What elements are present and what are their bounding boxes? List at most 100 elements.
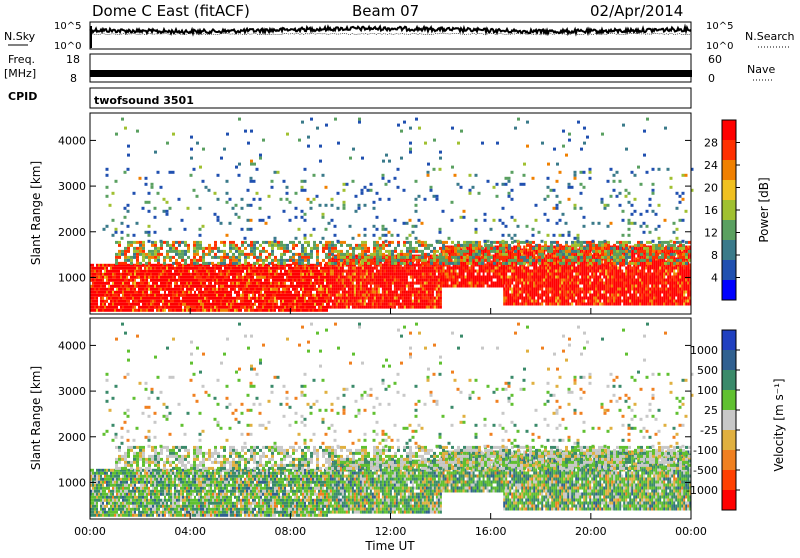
heatmap-cell	[146, 273, 148, 276]
heatmap-cell	[348, 306, 350, 309]
heatmap-cell	[208, 279, 210, 282]
heatmap-cell	[346, 294, 348, 297]
heatmap-cell	[170, 309, 172, 312]
heatmap-cell	[164, 273, 166, 276]
heatmap-cell	[316, 303, 318, 306]
heatmap-cell	[102, 309, 104, 312]
heatmap-cell	[475, 276, 477, 279]
heatmap-cell	[240, 276, 242, 279]
heatmap-cell	[320, 297, 322, 300]
heatmap-cell	[142, 282, 144, 285]
heatmap-cell	[178, 273, 180, 276]
heatmap-cell	[240, 282, 242, 285]
heatmap-cell	[164, 288, 166, 291]
heatmap-cell	[282, 267, 284, 270]
heatmap-cell	[565, 264, 567, 267]
heatmap-cell	[118, 300, 120, 303]
heatmap-cell	[340, 279, 342, 282]
heatmap-cell	[258, 282, 260, 285]
heatmap-cell	[384, 273, 386, 276]
heatmap-cell	[218, 270, 220, 273]
freq-mark	[644, 70, 646, 77]
heatmap-cell	[134, 306, 136, 309]
heatmap-cell	[228, 279, 230, 282]
heatmap-cell	[112, 273, 114, 276]
heatmap-cell	[142, 294, 144, 297]
heatmap-cell	[400, 291, 402, 294]
heatmap-cell	[132, 291, 134, 294]
heatmap-cell	[386, 285, 388, 288]
heatmap-cell	[132, 303, 134, 306]
heatmap-cell	[280, 297, 282, 300]
heatmap-cell	[495, 282, 497, 285]
heatmap-cell	[262, 285, 264, 288]
heatmap-cell	[551, 282, 553, 285]
heatmap-cell	[438, 279, 440, 282]
heatmap-cell	[202, 297, 204, 300]
heatmap-cell	[521, 273, 523, 276]
heatmap-cell	[374, 303, 376, 306]
heatmap-cell	[517, 276, 519, 279]
heatmap-cell	[579, 303, 581, 306]
heatmap-cell	[204, 273, 206, 276]
heatmap-cell	[541, 300, 543, 303]
heatmap-cell	[296, 291, 298, 294]
heatmap-cell	[98, 294, 100, 297]
heatmap-cell	[168, 291, 170, 294]
heatmap-cell	[144, 273, 146, 276]
heatmap-cell	[525, 270, 527, 273]
heatmap-cell	[226, 288, 228, 291]
heatmap-cell	[182, 300, 184, 303]
heatmap-cell	[102, 297, 104, 300]
heatmap-cell	[148, 282, 150, 285]
heatmap-cell	[220, 282, 222, 285]
heatmap-cell	[651, 303, 653, 306]
heatmap-cell	[282, 282, 284, 285]
heatmap-cell	[114, 273, 116, 276]
freq-mark	[604, 70, 606, 77]
heatmap-cell	[158, 267, 160, 270]
heatmap-cell	[338, 294, 340, 297]
heatmap-cell	[653, 288, 655, 291]
heatmap-cell	[406, 282, 408, 285]
heatmap-cell	[541, 270, 543, 273]
heatmap-cell	[264, 300, 266, 303]
heatmap-cell	[587, 288, 589, 291]
freq-mark	[506, 70, 508, 77]
heatmap-cell	[310, 267, 312, 270]
heatmap-cell	[176, 282, 178, 285]
heatmap-cell	[358, 294, 360, 297]
heatmap-cell	[142, 309, 144, 312]
heatmap-cell	[112, 276, 114, 279]
heatmap-cell	[443, 279, 445, 282]
freq-mark	[274, 70, 276, 77]
heatmap-cell	[124, 300, 126, 303]
heatmap-cell	[160, 306, 162, 309]
freq-mark	[124, 70, 126, 77]
heatmap-cell	[122, 294, 124, 297]
heatmap-cell	[224, 300, 226, 303]
heatmap-cell	[559, 279, 561, 282]
heatmap-cell	[260, 273, 262, 276]
heatmap-cell	[114, 309, 116, 312]
heatmap-cell	[585, 285, 587, 288]
heatmap-cell	[346, 285, 348, 288]
heatmap-cell	[613, 297, 615, 300]
heatmap-cell	[426, 285, 428, 288]
heatmap-cell	[416, 303, 418, 306]
heatmap-cell	[459, 270, 461, 273]
heatmap-cell	[573, 276, 575, 279]
heatmap-cell	[519, 294, 521, 297]
heatmap-cell	[511, 276, 513, 279]
heatmap-cell	[314, 279, 316, 282]
heatmap-cell	[623, 297, 625, 300]
heatmap-cell	[322, 285, 324, 288]
heatmap-cell	[120, 267, 122, 270]
heatmap-cell	[324, 279, 326, 282]
heatmap-cell	[477, 285, 479, 288]
heatmap-cell	[176, 267, 178, 270]
heatmap-cell	[360, 291, 362, 294]
heatmap-cell	[174, 291, 176, 294]
freq-tick-top: 18	[66, 53, 80, 66]
heatmap-cell	[158, 273, 160, 276]
